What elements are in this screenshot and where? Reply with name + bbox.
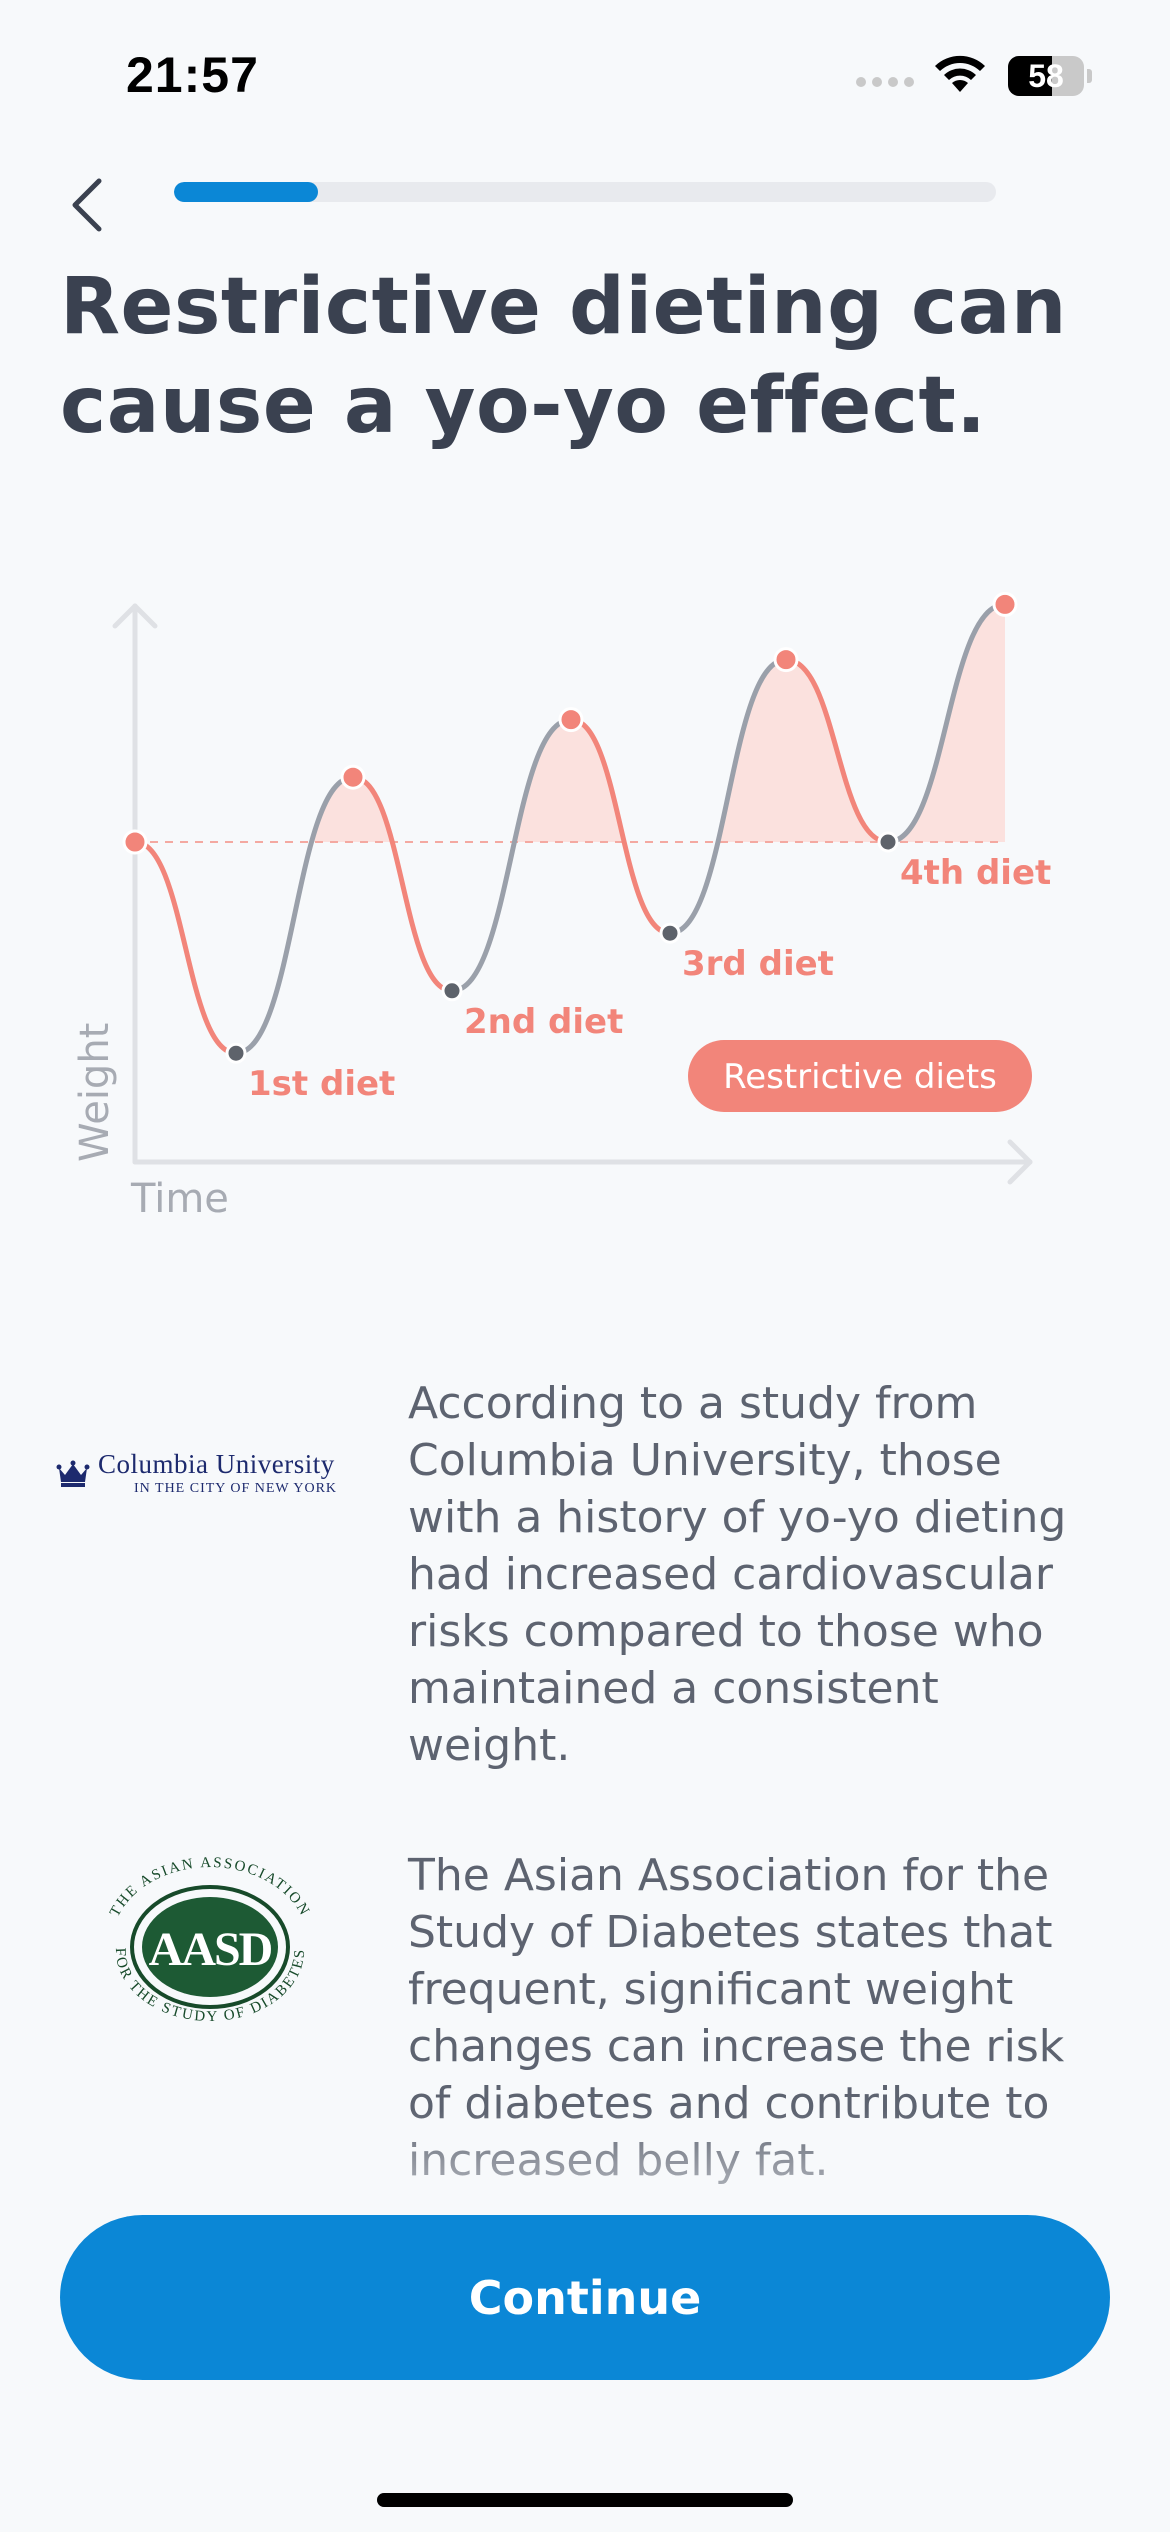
weight-curve-segment	[783, 657, 891, 845]
diet-label: 3rd diet	[682, 944, 834, 984]
x-axis-label: Time	[130, 1176, 229, 1222]
study-columbia-text: According to a study from Columbia Unive…	[408, 1378, 1067, 1771]
y-axis-arrow	[112, 603, 158, 629]
diet-low-point	[441, 980, 463, 1002]
progress-bar	[174, 182, 996, 202]
columbia-logo-name: Columbia University	[98, 1448, 335, 1479]
aasd-seal-logo: THE ASIAN ASSOCIATION FOR THE STUDY OF D…	[90, 1847, 330, 2031]
diet-label: 4th diet	[900, 853, 1051, 893]
diet-label: 1st diet	[248, 1064, 395, 1104]
weight-peak-point	[558, 707, 584, 733]
weight-curve-segment	[132, 839, 239, 1056]
legend-label: Restrictive diets	[723, 1057, 997, 1097]
weight-curve-segment	[568, 717, 673, 936]
battery-icon: 58	[1008, 56, 1092, 96]
weight-curve-segment	[667, 657, 789, 936]
battery-level: 58	[1028, 58, 1064, 94]
weight-peak-point	[773, 647, 799, 673]
crown-icon	[56, 1460, 90, 1487]
aasd-logo-letters: AASD	[149, 1923, 272, 1976]
cellular-signal-icon	[856, 77, 914, 87]
diet-low-point	[659, 922, 681, 944]
content-fade	[0, 2110, 1170, 2220]
x-axis-arrow	[1007, 1139, 1033, 1185]
yo-yo-effect-chart: 1st diet 2nd diet 3rd diet 4th diet Weight Ti…	[0, 560, 1170, 1260]
continue-button[interactable]: Continue	[60, 2215, 1110, 2380]
home-indicator	[377, 2493, 793, 2507]
chevron-left-icon	[72, 178, 102, 232]
columbia-university-logo: Columbia University IN THE CITY OF NEW Y…	[56, 1443, 366, 1503]
progress-bar-fill	[174, 182, 318, 202]
status-time: 21:57	[126, 47, 259, 103]
back-button[interactable]	[56, 170, 116, 240]
diet-low-point	[225, 1042, 247, 1064]
wifi-icon	[935, 55, 985, 92]
weight-peak-point	[122, 829, 148, 855]
weight-curve-segment	[449, 717, 574, 994]
page-title: Restrictive dieting can cause a yo-yo ef…	[60, 262, 1067, 451]
diet-label: 2nd diet	[464, 1002, 623, 1042]
study-columbia: Columbia University IN THE CITY OF NEW Y…	[0, 1375, 1170, 1775]
weight-peak-point	[992, 591, 1018, 617]
legend-pill	[688, 1040, 1032, 1112]
diet-low-point	[877, 831, 899, 853]
status-bar: 21:57 58	[0, 0, 1170, 150]
weight-curve-segment	[350, 774, 455, 994]
y-axis-label: Weight	[72, 1023, 118, 1162]
weight-curve-segment	[885, 601, 1008, 845]
weight-peak-point	[340, 764, 366, 790]
weight-curve-segment	[233, 774, 356, 1056]
columbia-logo-sub: IN THE CITY OF NEW YORK	[134, 1480, 338, 1496]
weight-gain-area	[135, 604, 1005, 842]
